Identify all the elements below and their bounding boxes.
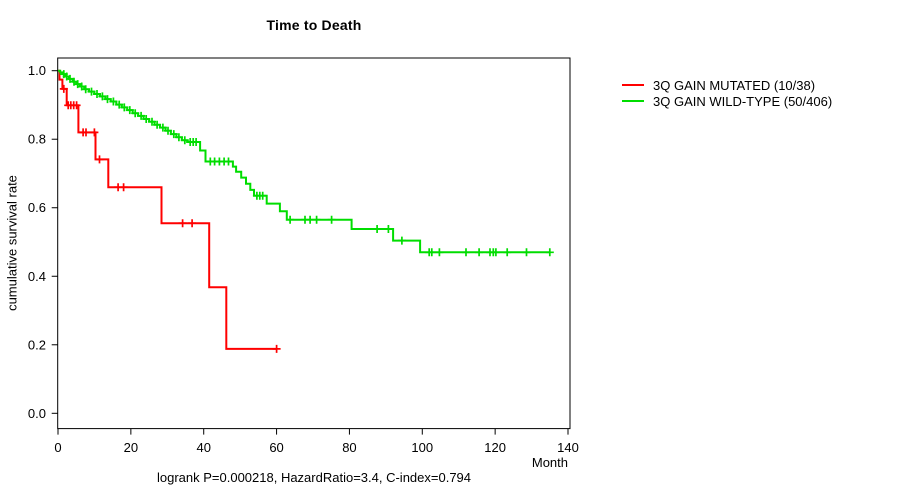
survival-curve-wild-type	[58, 69, 550, 254]
legend-line-swatch	[622, 84, 644, 86]
x-axis-title: Month	[531, 455, 568, 470]
x-tick-label: 0	[54, 440, 61, 455]
x-tick-label: 140	[557, 440, 579, 455]
survival-curve-mutated	[58, 69, 277, 350]
plot-box	[57, 57, 571, 430]
y-tick-label: 0.0	[28, 406, 46, 421]
y-tick-label: 0.4	[28, 269, 46, 284]
x-tick-label: 40	[196, 440, 210, 455]
x-tick-label: 20	[124, 440, 138, 455]
legend-line-swatch	[622, 100, 644, 102]
legend-item: 3Q GAIN WILD-TYPE (50/406)	[622, 93, 832, 109]
chart-title: Time to Death	[266, 17, 362, 33]
y-tick-label: 1.0	[28, 63, 46, 78]
censor-marks-wild-type	[59, 70, 554, 257]
x-tick-label: 60	[269, 440, 283, 455]
y-tick-label: 0.6	[28, 200, 46, 215]
legend-label: 3Q GAIN MUTATED (10/38)	[653, 77, 816, 93]
x-tick-label: 80	[342, 440, 356, 455]
x-tick-label: 100	[411, 440, 433, 455]
y-axis-title: cumulative survival rate	[4, 175, 20, 311]
stats-annotation: logrank P=0.000218, HazardRatio=3.4, C-i…	[156, 470, 472, 485]
legend-label: 3Q GAIN WILD-TYPE (50/406)	[653, 93, 833, 109]
legend-item: 3Q GAIN MUTATED (10/38)	[622, 77, 832, 93]
legend: 3Q GAIN MUTATED (10/38) 3Q GAIN WILD-TYPE…	[622, 77, 832, 109]
y-tick-label: 0.8	[28, 132, 46, 147]
y-tick-label: 0.2	[28, 337, 46, 352]
censor-marks-mutated	[59, 84, 281, 353]
x-tick-label: 120	[484, 440, 506, 455]
